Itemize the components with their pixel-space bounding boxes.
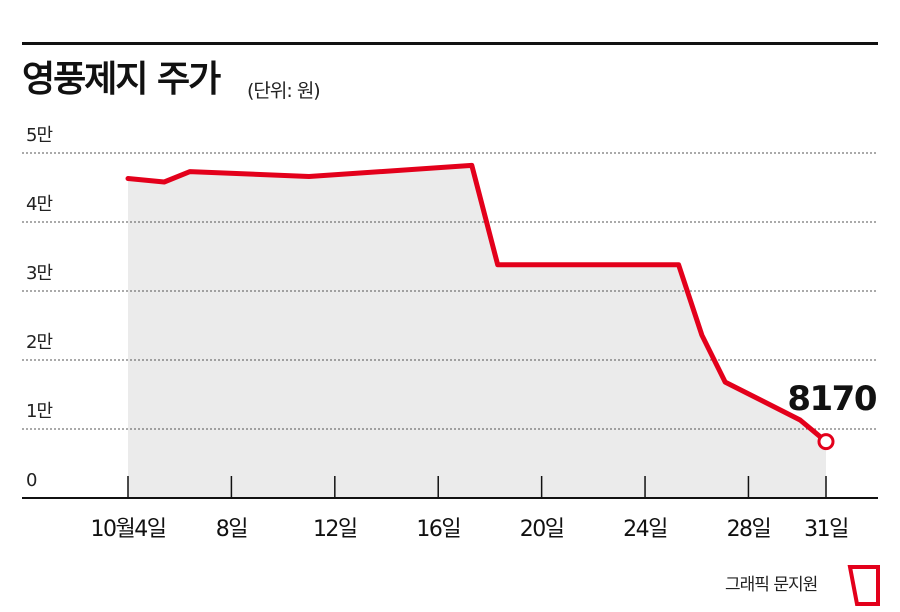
x-tick-label: 28일: [727, 517, 771, 542]
y-tick-label: 2만: [26, 332, 52, 353]
x-tick-label: 24일: [623, 517, 667, 542]
unit-note: (단위: 원): [247, 80, 321, 102]
chart-area-fill: [128, 165, 826, 498]
x-tick-label: 20일: [520, 517, 564, 542]
x-tick-label: 16일: [416, 517, 460, 542]
y-tick-label: 3만: [26, 263, 52, 284]
x-tick-label: 10월4일: [91, 517, 166, 542]
y-tick-label: 4만: [26, 194, 52, 215]
x-tick-label: 31일: [804, 517, 848, 542]
y-tick-label: 1만: [26, 401, 52, 422]
price-line: [125, 162, 829, 445]
y-tick-label: 5만: [26, 125, 52, 146]
chart-title: 영풍제지 주가: [22, 59, 221, 100]
x-tick-label: 8일: [216, 517, 247, 542]
y-tick-label: 0: [26, 470, 37, 491]
x-tick-label: 12일: [313, 517, 357, 542]
top-rule: [22, 42, 878, 45]
last-value-label: 8170: [787, 379, 876, 419]
graphic-credit: 그래픽 문지원: [725, 575, 818, 595]
last-point-marker: [817, 433, 835, 451]
brand-logo-icon: [847, 565, 880, 606]
